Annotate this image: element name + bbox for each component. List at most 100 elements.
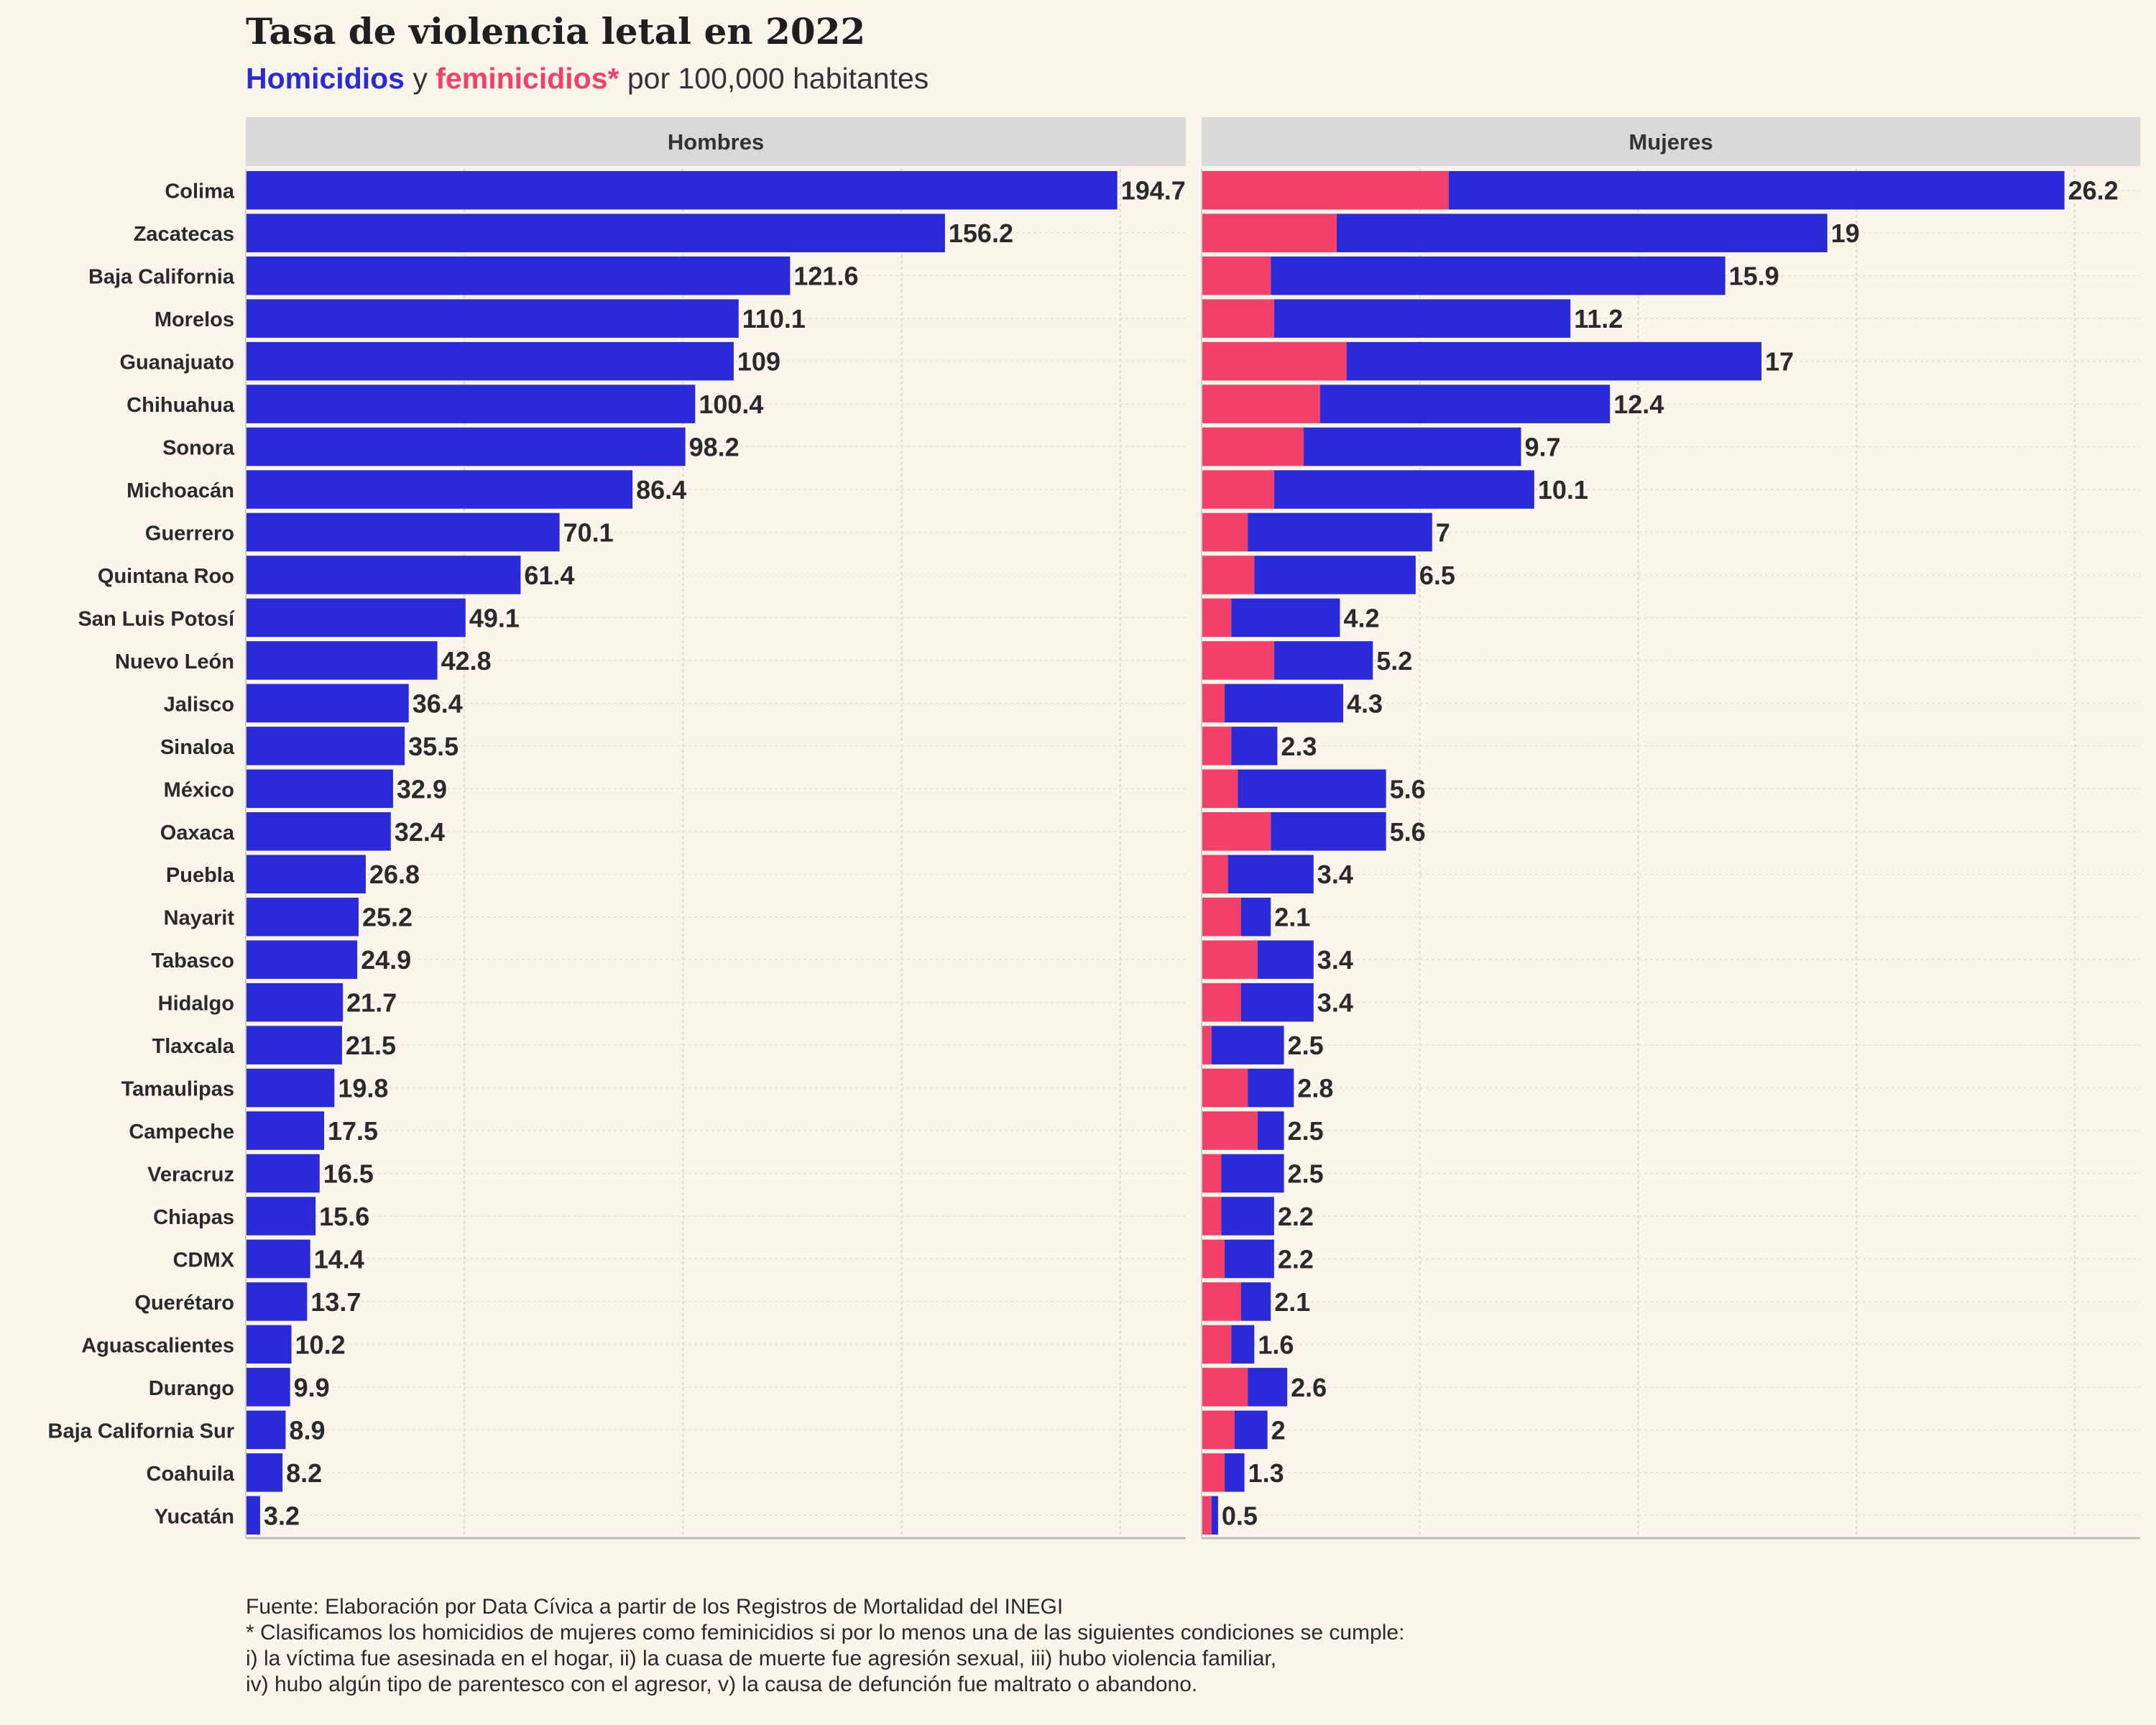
- data-label: 61.4: [524, 561, 574, 590]
- category-label: Baja California Sur: [48, 1420, 234, 1443]
- bar-feminicidios: [1202, 983, 1241, 1022]
- bar-feminicidios: [1202, 940, 1258, 979]
- data-label: 2.3: [1281, 732, 1317, 761]
- bar-feminicidios: [1202, 1453, 1225, 1492]
- bar-homicidios: [246, 1453, 283, 1492]
- bar-homicidios: [1240, 983, 1314, 1022]
- category-label: México: [164, 778, 234, 801]
- category-label: Nuevo León: [115, 650, 234, 673]
- bar-homicidios: [1221, 1154, 1284, 1193]
- category-label: Sinaloa: [160, 736, 235, 759]
- bar-homicidios: [1227, 855, 1314, 893]
- category-label: Hidalgo: [158, 993, 234, 1016]
- category-label: Morelos: [155, 308, 234, 331]
- data-label: 19.8: [338, 1074, 388, 1103]
- panel-title: Hombres: [668, 129, 764, 155]
- bar-homicidios: [1346, 341, 1762, 381]
- chart-title: Tasa de violencia letal en 2022: [246, 10, 866, 52]
- bar-homicidios: [1234, 1410, 1268, 1450]
- category-label: Jalisco: [164, 693, 234, 716]
- bar-feminicidios: [1202, 641, 1274, 680]
- bar-homicidios: [246, 684, 409, 723]
- bar-homicidios: [1225, 1239, 1274, 1279]
- bar-homicidios: [246, 855, 366, 893]
- bar-homicidios: [1448, 170, 2065, 210]
- data-label: 2.1: [1274, 903, 1310, 932]
- subtitle-connector: y: [404, 62, 436, 95]
- bar-homicidios: [1211, 1026, 1284, 1064]
- bar-feminicidios: [1202, 470, 1274, 509]
- data-label: 100.4: [699, 390, 763, 419]
- data-label: 4.3: [1347, 689, 1383, 718]
- bar-homicidios: [246, 641, 438, 680]
- data-label: 98.2: [689, 433, 740, 462]
- bar-feminicidios: [1202, 1111, 1258, 1150]
- data-label: 2.2: [1278, 1202, 1314, 1231]
- data-label: 9.9: [294, 1373, 330, 1402]
- bar-homicidios: [246, 1111, 324, 1150]
- subtitle-homicidios: Homicidios: [246, 62, 405, 95]
- footer-note-3: iv) hubo algún tipo de parentesco con el…: [246, 1673, 1198, 1696]
- bar-homicidios: [246, 727, 405, 765]
- data-label: 36.4: [413, 689, 463, 718]
- data-label: 156.2: [949, 218, 1013, 248]
- bar-feminicidios: [1202, 341, 1347, 381]
- category-label: Michoacán: [126, 479, 234, 502]
- bar-homicidios: [246, 812, 391, 851]
- bar-homicidios: [246, 940, 358, 979]
- category-label: Guerrero: [145, 522, 234, 545]
- bar-homicidios: [246, 897, 359, 937]
- data-label: 2.5: [1288, 1159, 1324, 1189]
- bar-homicidios: [246, 170, 1118, 210]
- data-label: 5.6: [1390, 774, 1426, 804]
- bar-feminicidios: [1202, 1368, 1248, 1407]
- bar-feminicidios: [1202, 256, 1271, 295]
- bar-feminicidios: [1202, 213, 1337, 252]
- bar-feminicidios: [1202, 299, 1274, 338]
- data-label: 109: [737, 347, 780, 377]
- data-label: 21.5: [346, 1031, 396, 1060]
- data-label: 8.9: [289, 1415, 325, 1445]
- bar-feminicidios: [1202, 1282, 1241, 1321]
- data-label: 3.4: [1317, 945, 1353, 975]
- data-label: 10.1: [1538, 475, 1588, 505]
- footer-note-1: * Clasificamos los homicidios de mujeres…: [246, 1621, 1405, 1644]
- data-label: 9.7: [1524, 433, 1560, 462]
- category-label: CDMX: [173, 1248, 235, 1271]
- data-label: 5.6: [1390, 817, 1426, 847]
- data-label: 8.2: [286, 1458, 322, 1488]
- bar-homicidios: [1273, 641, 1373, 680]
- data-label: 12.4: [1613, 390, 1664, 419]
- bar-feminicidios: [1202, 855, 1228, 893]
- bar-feminicidios: [1202, 684, 1225, 723]
- bar-homicidios: [246, 1026, 342, 1064]
- category-label: Aguascalientes: [81, 1334, 234, 1357]
- subtitle-feminicidios: feminicidios*: [436, 62, 619, 95]
- category-label: Colima: [165, 180, 235, 203]
- data-label: 2.5: [1288, 1116, 1324, 1146]
- bar-homicidios: [1273, 470, 1534, 509]
- bar-feminicidios: [1202, 170, 1449, 210]
- bar-homicidios: [246, 1197, 316, 1236]
- bar-homicidios: [1240, 897, 1271, 937]
- data-label: 121.6: [793, 262, 858, 291]
- data-label: 2.8: [1297, 1074, 1333, 1103]
- bar-homicidios: [1248, 1068, 1294, 1108]
- data-label: 3.2: [264, 1501, 300, 1530]
- data-label: 2: [1271, 1415, 1286, 1445]
- category-label: San Luis Potosí: [78, 607, 234, 630]
- bar-feminicidios: [1202, 1026, 1212, 1064]
- data-label: 32.4: [395, 817, 445, 847]
- footer-source: Fuente: Elaboración por Data Cívica a pa…: [246, 1595, 1064, 1619]
- bar-homicidios: [1271, 812, 1386, 851]
- category-label: Oaxaca: [160, 822, 235, 845]
- category-label: Tabasco: [151, 949, 234, 972]
- bar-homicidios: [246, 1496, 260, 1535]
- bar-feminicidios: [1202, 769, 1238, 809]
- bar-homicidios: [1225, 1453, 1245, 1492]
- bar-homicidios: [1273, 299, 1571, 338]
- bar-homicidios: [1319, 385, 1611, 423]
- category-label: Puebla: [166, 864, 235, 887]
- data-label: 2.6: [1291, 1373, 1327, 1402]
- footer-note-2: i) la víctima fue asesinada en el hogar,…: [246, 1647, 1277, 1670]
